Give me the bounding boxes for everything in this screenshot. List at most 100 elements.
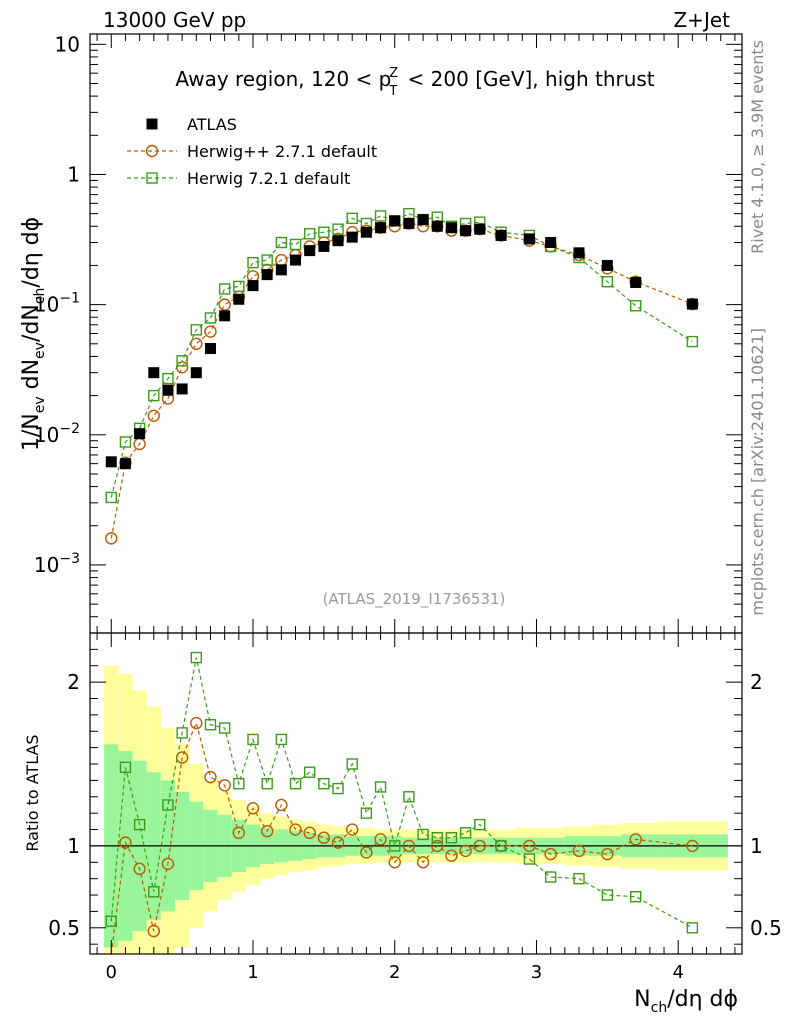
ratio-point-herwig-2-7-1-default [572, 844, 586, 858]
ratio-point-herwig-7-2-1-default [105, 915, 117, 927]
ratio-y-tick-label-right: 2 [750, 670, 763, 694]
ratio-point-herwig-7-2-1-default [346, 758, 358, 770]
ratio-point-herwig-7-2-1-default [360, 807, 373, 819]
ratio-point-herwig-7-2-1-default [261, 777, 273, 790]
main-panel: 10 1 10−1 10−2 10−3 Away region, 120 < p TZ <… [34, 32, 743, 634]
ratio-panel: 0 1 2 3 4 2 2 1 1 0.5 0.5 [48, 632, 782, 983]
ratio-point-herwig-7-2-1-default [190, 651, 203, 664]
point-herwig-7-2-1-default [247, 256, 259, 269]
ratio-point-herwig-7-2-1-default [686, 922, 699, 934]
ratio-point-herwig-2-7-1-default [175, 751, 189, 764]
ratio-point-herwig-7-2-1-default [289, 777, 302, 790]
legend-label: Herwig 7.2.1 default [187, 169, 350, 188]
legend-label: ATLAS [187, 115, 237, 134]
y-tick-label: 1 [67, 162, 80, 186]
rivet-label: Rivet 4.1.0, ≥ 3.9M events [748, 40, 767, 254]
ratio-line-herwig-7-2-1-default [110, 657, 693, 929]
ratio-point-herwig-7-2-1-default [275, 733, 288, 746]
ratio-point-herwig-7-2-1-default [218, 722, 231, 734]
ratio-point-herwig-2-7-1-default [133, 862, 146, 876]
ratio-y-tick-label-right: 0.5 [750, 916, 782, 940]
ratio-point-herwig-2-7-1-default [317, 831, 331, 844]
point-herwig-2-7-1-default [105, 532, 118, 545]
point-atlas [445, 222, 457, 234]
legend-label: Herwig++ 2.7.1 default [187, 142, 377, 161]
point-herwig-7-2-1-default [374, 210, 387, 222]
point-atlas [403, 218, 415, 230]
y-tick-label: 10−1 [34, 291, 80, 317]
ratio-point-herwig-2-7-1-default [303, 826, 316, 840]
x-tick-label: 2 [389, 962, 400, 983]
point-herwig-2-7-1-default [175, 361, 189, 374]
ratio-point-herwig-2-7-1-default [374, 833, 387, 846]
point-atlas [204, 343, 216, 355]
ratio-point-herwig-2-7-1-default [431, 839, 444, 853]
point-atlas [162, 384, 174, 396]
point-atlas [176, 383, 188, 395]
ratio-point-herwig-2-7-1-default [523, 839, 536, 853]
y-tick-label: 10−2 [34, 421, 80, 447]
ratio-point-herwig-2-7-1-default [204, 770, 217, 784]
point-herwig-7-2-1-default [303, 228, 316, 240]
ratio-point-herwig-2-7-1-default [147, 924, 160, 938]
x-tick-label: 1 [247, 962, 258, 983]
point-atlas [233, 293, 245, 305]
point-atlas [119, 458, 131, 470]
y-axis-label: 1/Nev dNev/dNch/dη dϕ [19, 217, 48, 451]
ratio-point-herwig-7-2-1-default [233, 777, 245, 790]
point-atlas [304, 245, 316, 257]
ratio-point-herwig-7-2-1-default [318, 777, 330, 790]
legend-marker [145, 144, 159, 158]
point-herwig-7-2-1-default [332, 223, 344, 235]
point-atlas [389, 215, 401, 227]
point-atlas [105, 456, 117, 468]
ratio-point-herwig-7-2-1-default [303, 766, 316, 778]
ratio-point-herwig-2-7-1-default [289, 823, 302, 836]
point-herwig-7-2-1-default [289, 238, 302, 251]
ratio-point-herwig-2-7-1-default [190, 716, 203, 730]
ratio-point-herwig-2-7-1-default [331, 836, 345, 849]
ratio-point-herwig-2-7-1-default [260, 824, 274, 838]
point-herwig-7-2-1-default [233, 280, 245, 293]
point-atlas [360, 226, 372, 238]
point-atlas [290, 254, 302, 266]
ratio-y-tick-label-right: 1 [750, 834, 763, 858]
point-herwig-7-2-1-default [148, 389, 160, 402]
ratio-y-tick-label: 0.5 [48, 916, 80, 940]
ratio-line-herwig-2-7-1-default [110, 721, 693, 955]
point-herwig-7-2-1-default [176, 355, 188, 367]
point-atlas [573, 247, 585, 259]
point-atlas [630, 276, 642, 288]
plot-title: Away region, 120 < p TZ < 200 [GeV], high… [175, 66, 654, 99]
legend: ATLAS Herwig++ 2.7.1 default Herwig 7.2.1 … [127, 115, 377, 188]
point-herwig-7-2-1-default [162, 372, 174, 385]
point-atlas [375, 222, 387, 234]
ratio-point-herwig-7-2-1-default [417, 828, 429, 841]
x-tick-label: 3 [531, 962, 542, 983]
ratio-point-herwig-2-7-1-default [360, 846, 373, 859]
ratio-point-herwig-7-2-1-default [495, 840, 507, 852]
analysis-label: (ATLAS_2019_I1736531) [323, 590, 506, 609]
ratio-point-herwig-7-2-1-default [544, 871, 557, 883]
ratio-point-herwig-2-7-1-default [218, 779, 231, 792]
ratio-point-herwig-7-2-1-default [176, 727, 188, 739]
ratio-point-herwig-2-7-1-default [119, 836, 132, 849]
point-herwig-7-2-1-default [105, 491, 117, 504]
ratio-point-herwig-7-2-1-default [148, 886, 160, 898]
point-herwig-7-2-1-default [686, 335, 699, 348]
point-herwig-7-2-1-default [204, 312, 217, 324]
point-herwig-7-2-1-default [629, 300, 642, 312]
ratio-point-herwig-2-7-1-default [445, 849, 458, 862]
ratio-point-herwig-7-2-1-default [474, 818, 486, 831]
ratio-point-herwig-2-7-1-default [275, 798, 288, 812]
point-herwig-2-7-1-default [147, 409, 160, 422]
ratio-point-herwig-7-2-1-default [403, 791, 415, 803]
point-atlas [495, 229, 507, 241]
point-herwig-7-2-1-default [318, 226, 330, 238]
point-atlas [686, 298, 698, 310]
ratio-point-herwig-2-7-1-default [388, 856, 401, 869]
point-atlas [148, 367, 160, 379]
ratio-point-herwig-2-7-1-default [416, 856, 430, 869]
ratio-point-herwig-7-2-1-default [247, 733, 259, 746]
ratio-y-axis-label: Ratio to ATLAS [23, 734, 42, 851]
